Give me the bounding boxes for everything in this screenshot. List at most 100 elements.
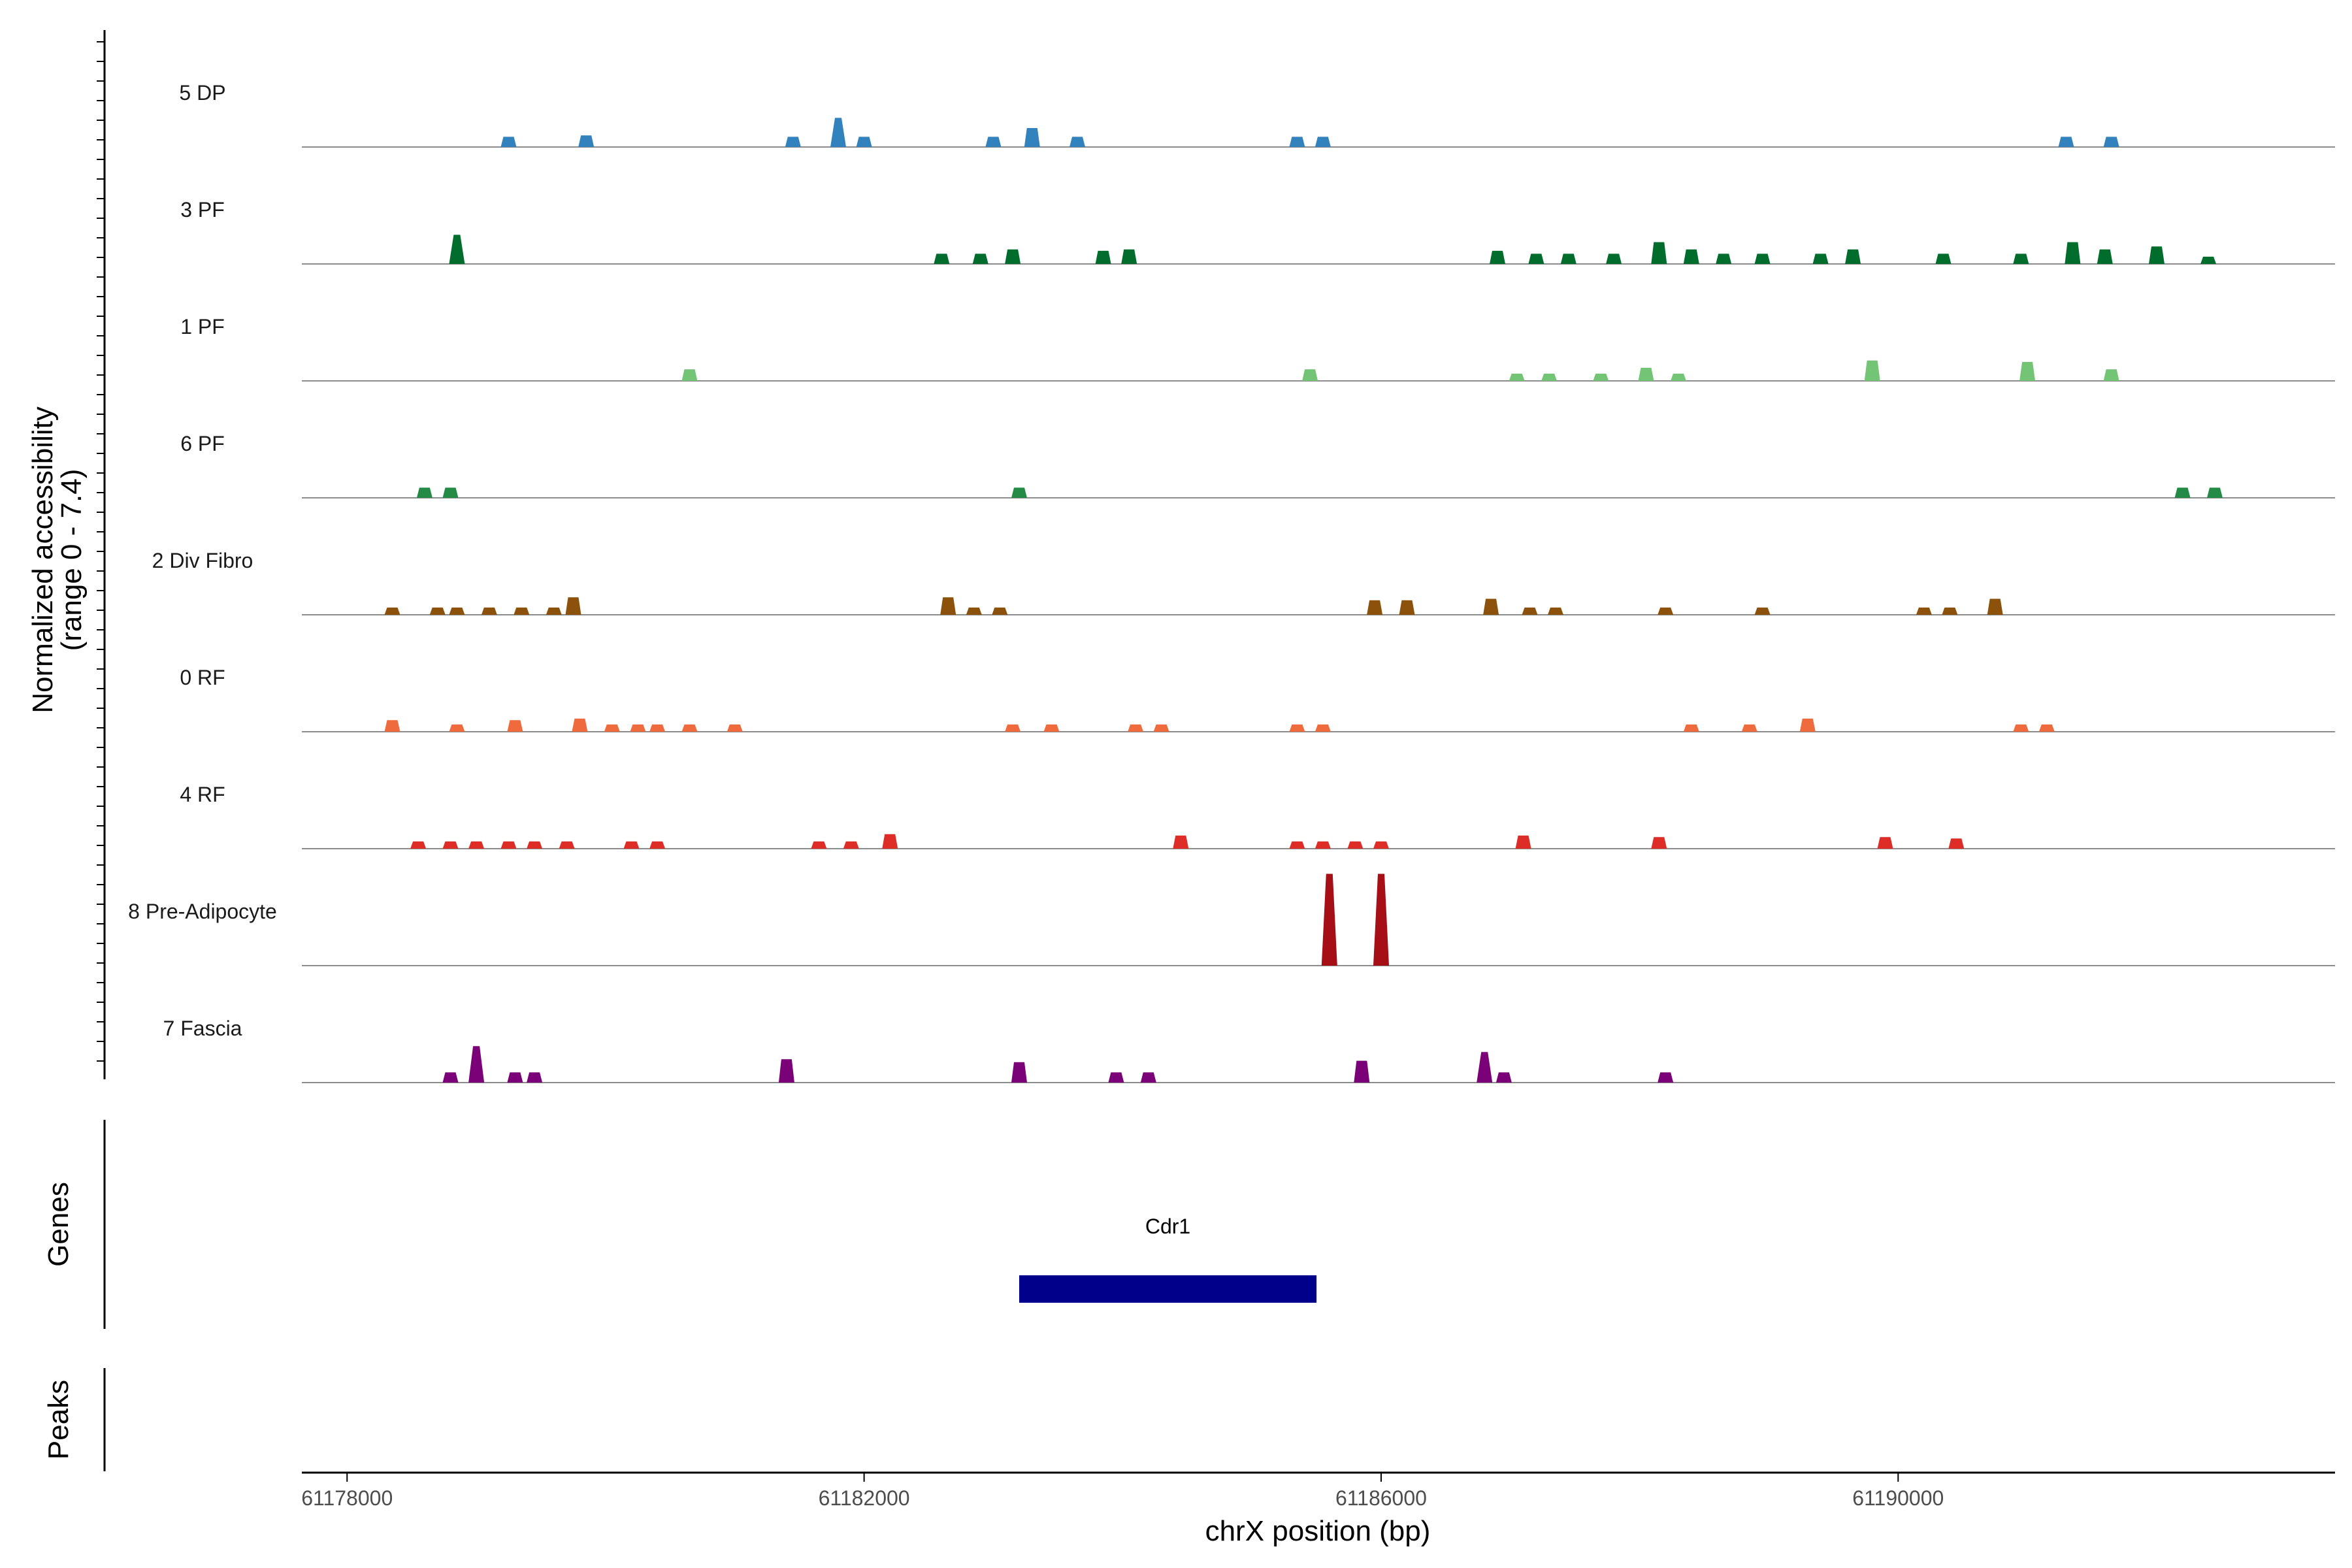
- accessibility-peak: [1509, 373, 1525, 381]
- accessibility-peak: [481, 607, 497, 615]
- accessibility-peak: [992, 607, 1008, 615]
- accessibility-peak: [966, 607, 982, 615]
- accessibility-peak: [649, 724, 666, 732]
- track-label: 5 DP: [179, 81, 225, 105]
- accessibility-peak: [1541, 373, 1558, 381]
- accessibility-peak: [1005, 249, 1021, 264]
- accessibility-peak: [623, 841, 640, 849]
- accessibility-peak: [1812, 253, 1829, 264]
- accessibility-peak: [1108, 1072, 1124, 1083]
- track-label: 8 Pre-Adipocyte: [128, 900, 277, 923]
- accessibility-peak: [1321, 874, 1337, 966]
- gene-track: Cdr1: [1019, 1215, 1317, 1303]
- accessibility-peak: [429, 607, 446, 615]
- accessibility-peak: [1593, 373, 1609, 381]
- genes-panel-label: Genes: [42, 1182, 74, 1267]
- accessibility-peak: [384, 607, 400, 615]
- x-tick-label: 61182000: [819, 1486, 910, 1510]
- accessibility-peak: [1638, 367, 1654, 381]
- accessibility-peak: [2103, 137, 2119, 147]
- accessibility-tracks: 5 DP 3 PF 1 PF 6 PF 2 Div Fibro 0 RF 4 RF 8 Pre…: [128, 81, 2335, 1083]
- accessibility-peak: [1399, 600, 1415, 615]
- accessibility-peak: [1315, 724, 1331, 732]
- accessibility-peak: [507, 1072, 523, 1083]
- accessibility-peak: [843, 841, 859, 849]
- accessibility-peak: [972, 253, 988, 264]
- accessibility-peak: [785, 137, 801, 147]
- track-4: 6 PF: [180, 432, 2335, 498]
- track-label: 6 PF: [180, 432, 225, 455]
- accessibility-peak: [442, 487, 459, 498]
- accessibility-peak: [449, 235, 465, 264]
- accessibility-peak: [1153, 724, 1169, 732]
- accessibility-peak: [500, 841, 517, 849]
- accessibility-peak: [1315, 841, 1331, 849]
- accessibility-peak: [527, 841, 543, 849]
- track-3: 1 PF: [180, 315, 2335, 382]
- accessibility-peak: [1522, 607, 1538, 615]
- accessibility-peak: [1347, 841, 1364, 849]
- accessibility-peak: [1121, 249, 1137, 264]
- accessibility-peak: [1011, 487, 1027, 498]
- accessibility-peak: [1289, 137, 1305, 147]
- accessibility-peak: [572, 718, 588, 732]
- accessibility-peak: [1070, 137, 1085, 147]
- accessibility-peak: [449, 607, 465, 615]
- track-label: 2 Div Fibro: [152, 549, 253, 572]
- y-axis-ticks: [97, 41, 105, 1062]
- accessibility-peak: [882, 834, 898, 849]
- track-6: 0 RF: [180, 666, 2335, 732]
- accessibility-peak: [1095, 250, 1111, 264]
- accessibility-peak: [1373, 841, 1389, 849]
- accessibility-peak: [1651, 242, 1667, 264]
- x-tick-label: 61186000: [1335, 1486, 1427, 1510]
- accessibility-peak: [1560, 253, 1576, 264]
- accessibility-peak: [468, 841, 485, 849]
- accessibility-peak: [416, 487, 433, 498]
- accessibility-peak: [778, 1059, 794, 1083]
- accessibility-peak: [1658, 1072, 1674, 1083]
- accessibility-peak: [940, 597, 956, 615]
- accessibility-peak: [1935, 253, 1952, 264]
- accessibility-peak: [2174, 487, 2191, 498]
- accessibility-peak: [2065, 242, 2081, 264]
- track-1: 5 DP: [179, 81, 2335, 148]
- accessibility-peak: [811, 841, 827, 849]
- accessibility-peak: [1548, 607, 1563, 615]
- gene-body: [1019, 1275, 1317, 1303]
- accessibility-peak: [1302, 369, 1318, 381]
- accessibility-peak: [1373, 874, 1389, 966]
- accessibility-peak: [1916, 607, 1932, 615]
- accessibility-peak: [681, 369, 698, 381]
- accessibility-peak: [2103, 369, 2119, 381]
- gene-label: Cdr1: [1145, 1215, 1190, 1238]
- accessibility-peak: [442, 841, 459, 849]
- accessibility-peak: [442, 1072, 459, 1083]
- accessibility-peak: [1671, 373, 1686, 381]
- accessibility-peak: [1024, 128, 1040, 147]
- accessibility-peak: [578, 135, 595, 147]
- accessibility-peak: [1528, 253, 1544, 264]
- accessibility-peak: [1845, 249, 1861, 264]
- accessibility-peak: [410, 841, 427, 849]
- accessibility-peak: [559, 841, 575, 849]
- accessibility-peak: [1741, 724, 1757, 732]
- accessibility-peak: [1948, 838, 1965, 849]
- accessibility-peak: [1864, 360, 1880, 381]
- track-label: 7 Fascia: [163, 1017, 242, 1040]
- accessibility-peak: [514, 607, 530, 615]
- accessibility-peak: [1754, 253, 1771, 264]
- accessibility-peak: [604, 724, 620, 732]
- y-axis-range: (range 0 - 7.4): [56, 469, 88, 651]
- accessibility-peak: [1289, 841, 1305, 849]
- accessibility-peak: [649, 841, 666, 849]
- accessibility-peak: [1877, 837, 1893, 849]
- accessibility-peak: [985, 137, 1002, 147]
- accessibility-peak: [1683, 249, 1699, 264]
- accessibility-peak: [1716, 253, 1732, 264]
- track-8: 8 Pre-Adipocyte: [128, 874, 2335, 966]
- accessibility-peak: [727, 724, 743, 732]
- accessibility-peak: [1606, 253, 1622, 264]
- accessibility-peak: [1483, 598, 1499, 615]
